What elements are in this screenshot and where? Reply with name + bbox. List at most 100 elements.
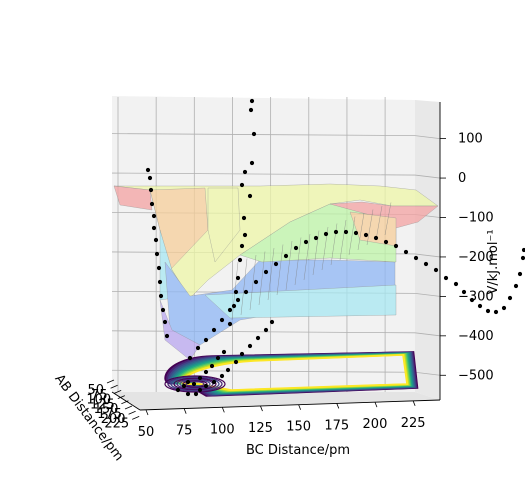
y-tick-label: 100 [86,393,111,408]
trajectory-point [242,232,248,238]
trajectory-point [273,261,279,267]
x-tick [298,404,302,410]
trajectory-point [242,169,248,175]
trajectory-point [160,307,166,313]
y-tick [114,390,122,394]
y-tick [117,395,125,399]
x-tick-label: 200 [363,417,388,432]
trajectory-point [154,251,160,257]
trajectory-point [469,297,475,303]
trajectory-point [219,373,225,379]
surface-mesh-line [375,205,383,241]
trajectory-point [493,309,499,315]
trajectory-point [353,230,359,236]
trajectory-point [197,375,203,381]
trajectory-point [151,225,157,231]
surface-mesh-line [303,233,311,281]
trajectory-point [249,98,255,104]
trajectory-point [221,349,227,355]
grid-horizontal [111,133,416,137]
trajectory-point [247,343,253,349]
x-tick [336,403,340,409]
trajectory-point [507,295,513,301]
trajectory-point [239,182,245,188]
trajectory-point [157,279,163,285]
floor-contours [164,351,419,397]
surface-band [113,185,153,211]
x-axis-label: BC Distance/pm [246,443,350,458]
trajectory-point [453,281,459,287]
trajectory-point [403,249,409,255]
trajectory-point [187,355,193,361]
trajectory-point [185,391,191,397]
x-tick-label: 150 [286,420,311,435]
trajectory-point [153,237,159,243]
trajectory-point [162,319,168,325]
grid-side [414,253,441,258]
trajectory-point [181,383,187,389]
trajectory-point [247,193,253,199]
y-tick-label: 175 [97,407,122,422]
contour-core [173,377,217,391]
trajectory-point [243,289,249,295]
trajectory-point [185,379,191,385]
trajectory-point [520,255,525,261]
surface-mesh-line [294,237,302,286]
x-tick-label: 75 [176,424,193,439]
trajectory-point [413,255,419,261]
trajectory-point [235,297,241,303]
trajectory-point [293,245,299,251]
grid-side [414,332,441,337]
contour-core [185,381,205,388]
trajectory-point [149,201,155,207]
surface-mesh-line [249,254,257,311]
trajectory-point [269,319,275,325]
x-tick-label: 225 [401,416,426,431]
z-tick-label: −500 [458,368,494,383]
surface-mesh-line [276,244,284,296]
z-axis-label: V/kJ.mol⁻¹ [486,229,501,294]
trajectory-point [239,351,245,357]
x-tick [374,401,378,408]
grid-side [414,174,441,179]
trajectory-point [197,387,203,393]
trajectory-point [501,305,507,311]
trajectory-point [477,303,483,309]
trajectory-point [209,363,215,369]
trajectory-point [323,231,329,237]
surface-mesh-line [339,219,347,261]
trajectory-point [461,289,467,295]
grid-side [414,292,441,297]
right-pane [415,100,440,400]
contour-core [164,375,226,393]
x-tick [183,408,187,414]
trajectory-point [423,261,429,267]
trajectory-point [393,243,399,249]
y-tick-label: 200 [101,412,126,427]
trajectory-point [433,267,439,273]
x-tick-label: 125 [248,421,273,436]
y-tick-label: 125 [90,397,115,412]
x-tick-label: 50 [138,425,155,440]
grid-side [414,135,441,140]
trajectory-point [241,215,247,221]
trajectory-point [513,283,519,289]
contour-core [170,377,220,392]
trajectory-point [195,345,201,351]
trajectory-point [233,289,239,295]
trajectory-point [443,275,449,281]
trajectory-point [147,175,153,181]
surface-band [204,284,397,319]
z-tick-label: −400 [458,329,494,344]
trajectory-point [203,337,209,343]
trajectory-point [148,187,154,193]
y-tick [124,405,133,410]
surface-band [149,187,209,271]
x-tick [412,400,416,406]
trajectory-point [235,275,241,281]
y-tick [128,410,136,415]
z-tick-label: −300 [458,289,494,304]
y-axis-line [111,391,141,411]
trajectory-point [203,369,209,375]
